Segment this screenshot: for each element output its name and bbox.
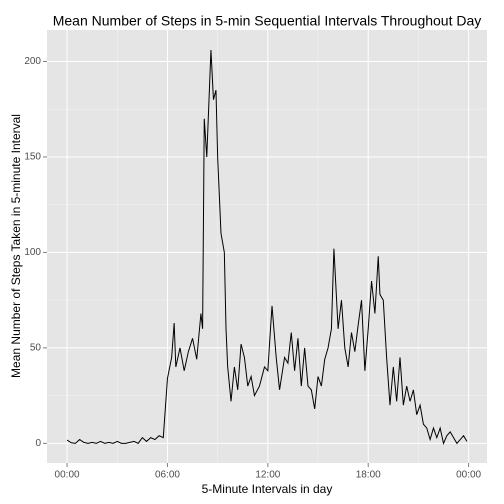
- line: [66, 50, 468, 445]
- y-tick-label: 50: [30, 343, 42, 354]
- y-tick-label: 0: [35, 438, 41, 449]
- chart-title: Mean Number of Steps in 5-min Sequential…: [53, 13, 482, 29]
- y-tick-label: 150: [24, 152, 41, 163]
- x-tick-label: 12:00: [255, 470, 280, 481]
- panel: [47, 30, 487, 463]
- x-tick-label: 00:00: [456, 470, 481, 481]
- x-tick-label: 00:00: [55, 470, 80, 481]
- y-tick-label: 100: [24, 247, 41, 258]
- y-axis-label: Mean Number of Steps Taken in 5-minute I…: [9, 114, 23, 378]
- x-tick-label: 18:00: [356, 470, 381, 481]
- y-tick-label: 200: [24, 56, 41, 67]
- x-tick-label: 06:00: [155, 470, 180, 481]
- x-axis-label: 5-Minute Intervals in day: [202, 482, 333, 496]
